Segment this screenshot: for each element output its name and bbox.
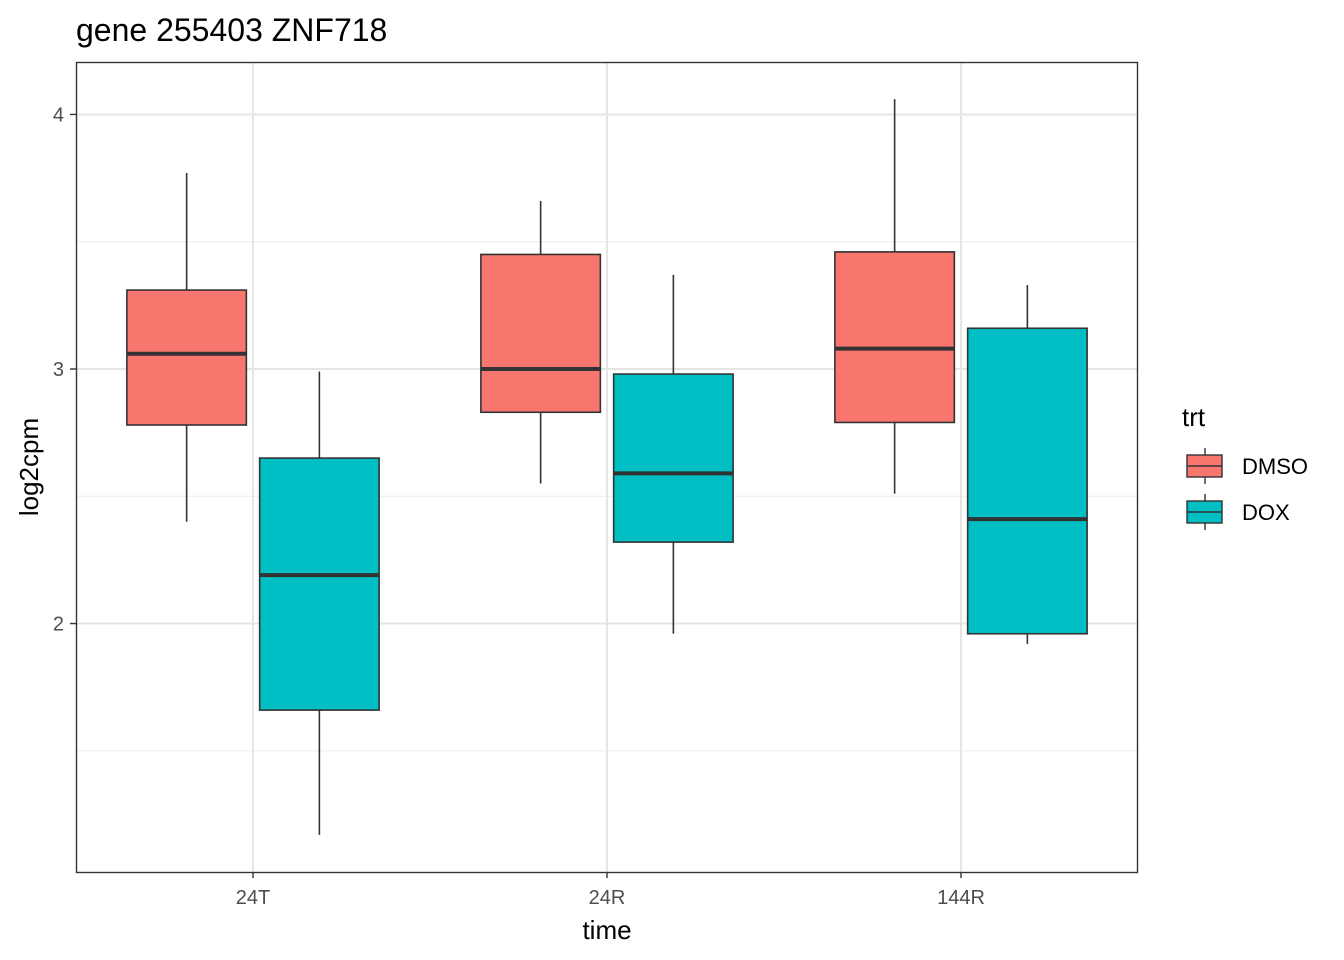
y-tick-label: 3 (53, 359, 64, 381)
boxes (126, 99, 1088, 835)
box-iqr (612, 373, 734, 543)
y-axis-label: log2cpm (14, 418, 44, 516)
legend-title: trt (1182, 402, 1206, 432)
box-iqr (480, 253, 602, 414)
x-tick-label: 144R (937, 887, 985, 909)
box-dox-24t (258, 371, 380, 835)
y-tick-label: 2 (53, 614, 64, 636)
grid (76, 62, 1138, 872)
box-dmso-24r (480, 200, 602, 484)
legend: trt DMSO DOX (1182, 402, 1308, 530)
legend-item-dmso: DMSO (1186, 448, 1308, 484)
box-iqr (834, 251, 956, 424)
box-iqr (258, 457, 380, 711)
box-dmso-24t (126, 172, 248, 522)
box-iqr (966, 327, 1088, 635)
y-tick-label: 4 (53, 104, 64, 126)
x-tick-label: 24T (236, 887, 270, 909)
x-tick-label: 24R (589, 887, 626, 909)
legend-item-dox: DOX (1186, 494, 1290, 530)
axes: 2 3 4 24T 24R 144R (53, 104, 985, 909)
box-dmso-144r (834, 99, 956, 494)
chart-title: gene 255403 ZNF718 (76, 12, 387, 48)
x-axis-label: time (582, 915, 631, 945)
legend-label: DMSO (1242, 454, 1308, 479)
box-dox-24r (612, 274, 734, 634)
box-iqr (126, 289, 248, 426)
legend-label: DOX (1242, 500, 1290, 525)
box-dox-144r (966, 284, 1088, 644)
